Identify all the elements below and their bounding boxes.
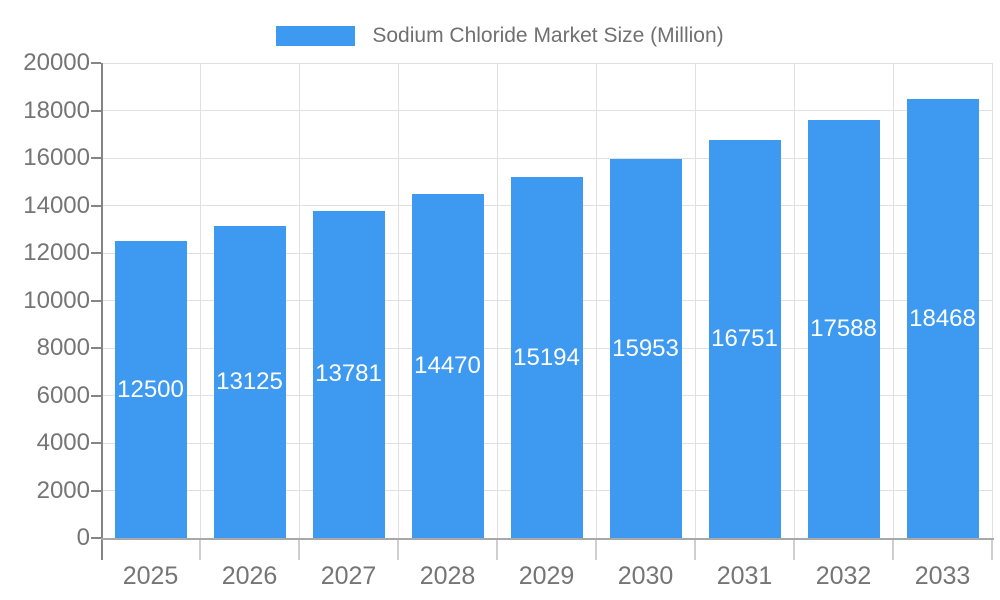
legend-swatch xyxy=(276,26,356,46)
y-tick xyxy=(91,394,101,397)
y-tick xyxy=(91,537,101,539)
h-gridline xyxy=(101,110,992,111)
y-axis-label: 2000 xyxy=(36,476,90,504)
x-axis-label: 2025 xyxy=(122,562,179,590)
x-axis-label: 2028 xyxy=(419,562,476,590)
x-axis-line xyxy=(101,538,994,540)
x-tick xyxy=(298,540,300,560)
x-tick xyxy=(793,540,795,560)
x-tick xyxy=(694,540,696,560)
y-axis-label: 8000 xyxy=(36,334,90,361)
v-gridline xyxy=(793,63,795,538)
bar-value-label: 15953 xyxy=(612,334,679,362)
x-tick xyxy=(595,540,597,560)
y-tick xyxy=(91,157,101,159)
bar[interactable] xyxy=(411,194,484,538)
y-tick xyxy=(91,299,101,302)
v-gridline xyxy=(595,63,597,538)
y-axis-line xyxy=(101,63,103,560)
x-axis-label: 2026 xyxy=(221,562,278,590)
h-gridline xyxy=(101,62,992,64)
y-axis-label: 18000 xyxy=(23,96,90,124)
bar-value-label: 13781 xyxy=(315,360,382,388)
v-gridline xyxy=(496,63,498,538)
y-tick xyxy=(91,489,101,492)
y-axis-label: 4000 xyxy=(36,429,90,456)
bar[interactable] xyxy=(609,159,682,538)
bar-value-label: 18468 xyxy=(909,304,976,332)
y-axis-label: 10000 xyxy=(23,286,90,314)
x-axis-label: 2032 xyxy=(815,562,872,590)
y-tick xyxy=(91,252,101,254)
v-gridline xyxy=(298,63,300,538)
bar-value-label: 16751 xyxy=(711,325,778,353)
v-gridline xyxy=(892,63,894,538)
y-axis-label: 6000 xyxy=(36,381,90,409)
bar[interactable] xyxy=(114,241,187,538)
legend-label: Sodium Chloride Market Size (Million) xyxy=(372,24,724,47)
x-axis-label: 2027 xyxy=(320,562,377,590)
x-axis-label: 2033 xyxy=(914,562,971,590)
bar-value-label: 14470 xyxy=(414,352,481,380)
y-axis-label: 0 xyxy=(76,524,90,551)
y-tick xyxy=(91,109,101,112)
bar[interactable] xyxy=(906,99,979,538)
v-gridline xyxy=(397,63,399,538)
x-tick xyxy=(199,540,201,560)
y-axis-label: 14000 xyxy=(23,191,90,219)
v-gridline xyxy=(694,63,696,538)
bar[interactable] xyxy=(312,210,385,538)
y-axis-label: 16000 xyxy=(23,144,90,171)
bar[interactable] xyxy=(510,177,583,538)
h-gridline xyxy=(101,157,992,159)
y-tick xyxy=(91,442,101,444)
x-tick xyxy=(496,540,498,560)
v-gridline xyxy=(199,63,201,538)
x-tick xyxy=(892,540,894,560)
bar-value-label: 12500 xyxy=(117,375,184,403)
v-gridline xyxy=(991,63,993,538)
legend[interactable]: Sodium Chloride Market Size (Million) xyxy=(0,24,1000,48)
bar-value-label: 13125 xyxy=(216,368,283,396)
bar[interactable] xyxy=(213,226,286,538)
y-axis-label: 20000 xyxy=(23,49,90,76)
bar[interactable] xyxy=(807,120,880,538)
bar-value-label: 15194 xyxy=(513,343,580,371)
y-tick xyxy=(91,347,101,349)
bar-value-label: 17588 xyxy=(810,315,877,343)
bar[interactable] xyxy=(708,140,781,538)
x-tick xyxy=(397,540,399,560)
x-axis-label: 2030 xyxy=(617,562,674,590)
x-tick xyxy=(991,540,993,560)
x-axis-label: 2031 xyxy=(716,562,773,590)
x-axis-label: 2029 xyxy=(518,562,575,590)
y-axis-label: 12000 xyxy=(23,239,90,266)
y-tick xyxy=(91,204,101,207)
y-tick xyxy=(91,62,101,64)
